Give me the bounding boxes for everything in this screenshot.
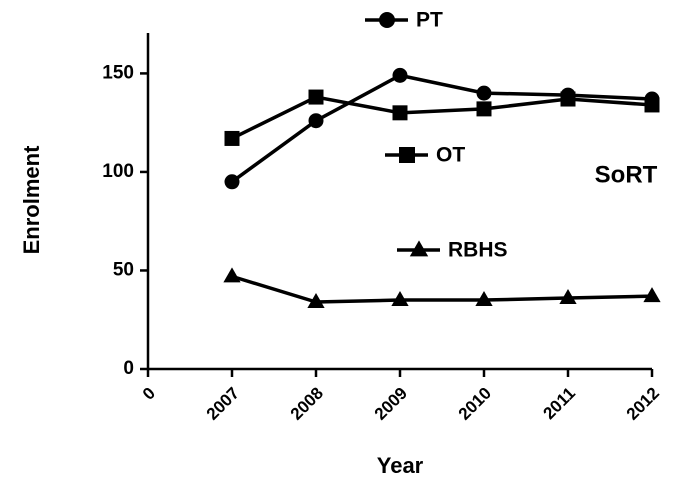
marker <box>644 97 660 113</box>
marker <box>476 101 492 117</box>
marker <box>379 12 395 28</box>
series-line <box>230 73 653 184</box>
marker <box>392 67 408 83</box>
x-tick-label: 2011 <box>539 384 579 424</box>
y-tick-label: 50 <box>113 259 134 280</box>
marker <box>224 130 240 146</box>
marker <box>475 291 493 307</box>
annotation: SoRT <box>595 161 658 188</box>
y-tick-label: 0 <box>123 358 134 379</box>
marker <box>392 105 408 121</box>
marker <box>560 91 576 107</box>
x-tick-label: 2009 <box>371 384 411 424</box>
marker <box>307 293 325 308</box>
x-tick-label: 0 <box>139 384 159 404</box>
legend-label: RBHS <box>448 239 508 262</box>
x-tick-label: 2007 <box>203 384 243 424</box>
marker <box>476 85 492 101</box>
series-line <box>231 274 653 304</box>
marker <box>643 287 661 303</box>
y-tick-label: 100 <box>102 161 134 182</box>
marker <box>308 89 324 105</box>
y-axis-label: Enrolment <box>19 145 44 254</box>
marker <box>223 267 241 283</box>
y-tick-label: 150 <box>102 62 134 83</box>
x-tick-label: 2012 <box>623 384 663 424</box>
legend-label: OT <box>436 144 465 167</box>
x-tick-label: 2010 <box>455 384 495 424</box>
marker <box>559 289 577 305</box>
x-axis-label: Year <box>377 453 424 478</box>
marker <box>409 240 429 257</box>
marker <box>399 147 415 163</box>
legend-label: PT <box>416 9 443 32</box>
series-line <box>231 95 653 141</box>
x-tick-label: 2008 <box>287 384 327 424</box>
marker <box>224 174 240 190</box>
marker <box>391 291 409 307</box>
marker <box>308 113 324 129</box>
